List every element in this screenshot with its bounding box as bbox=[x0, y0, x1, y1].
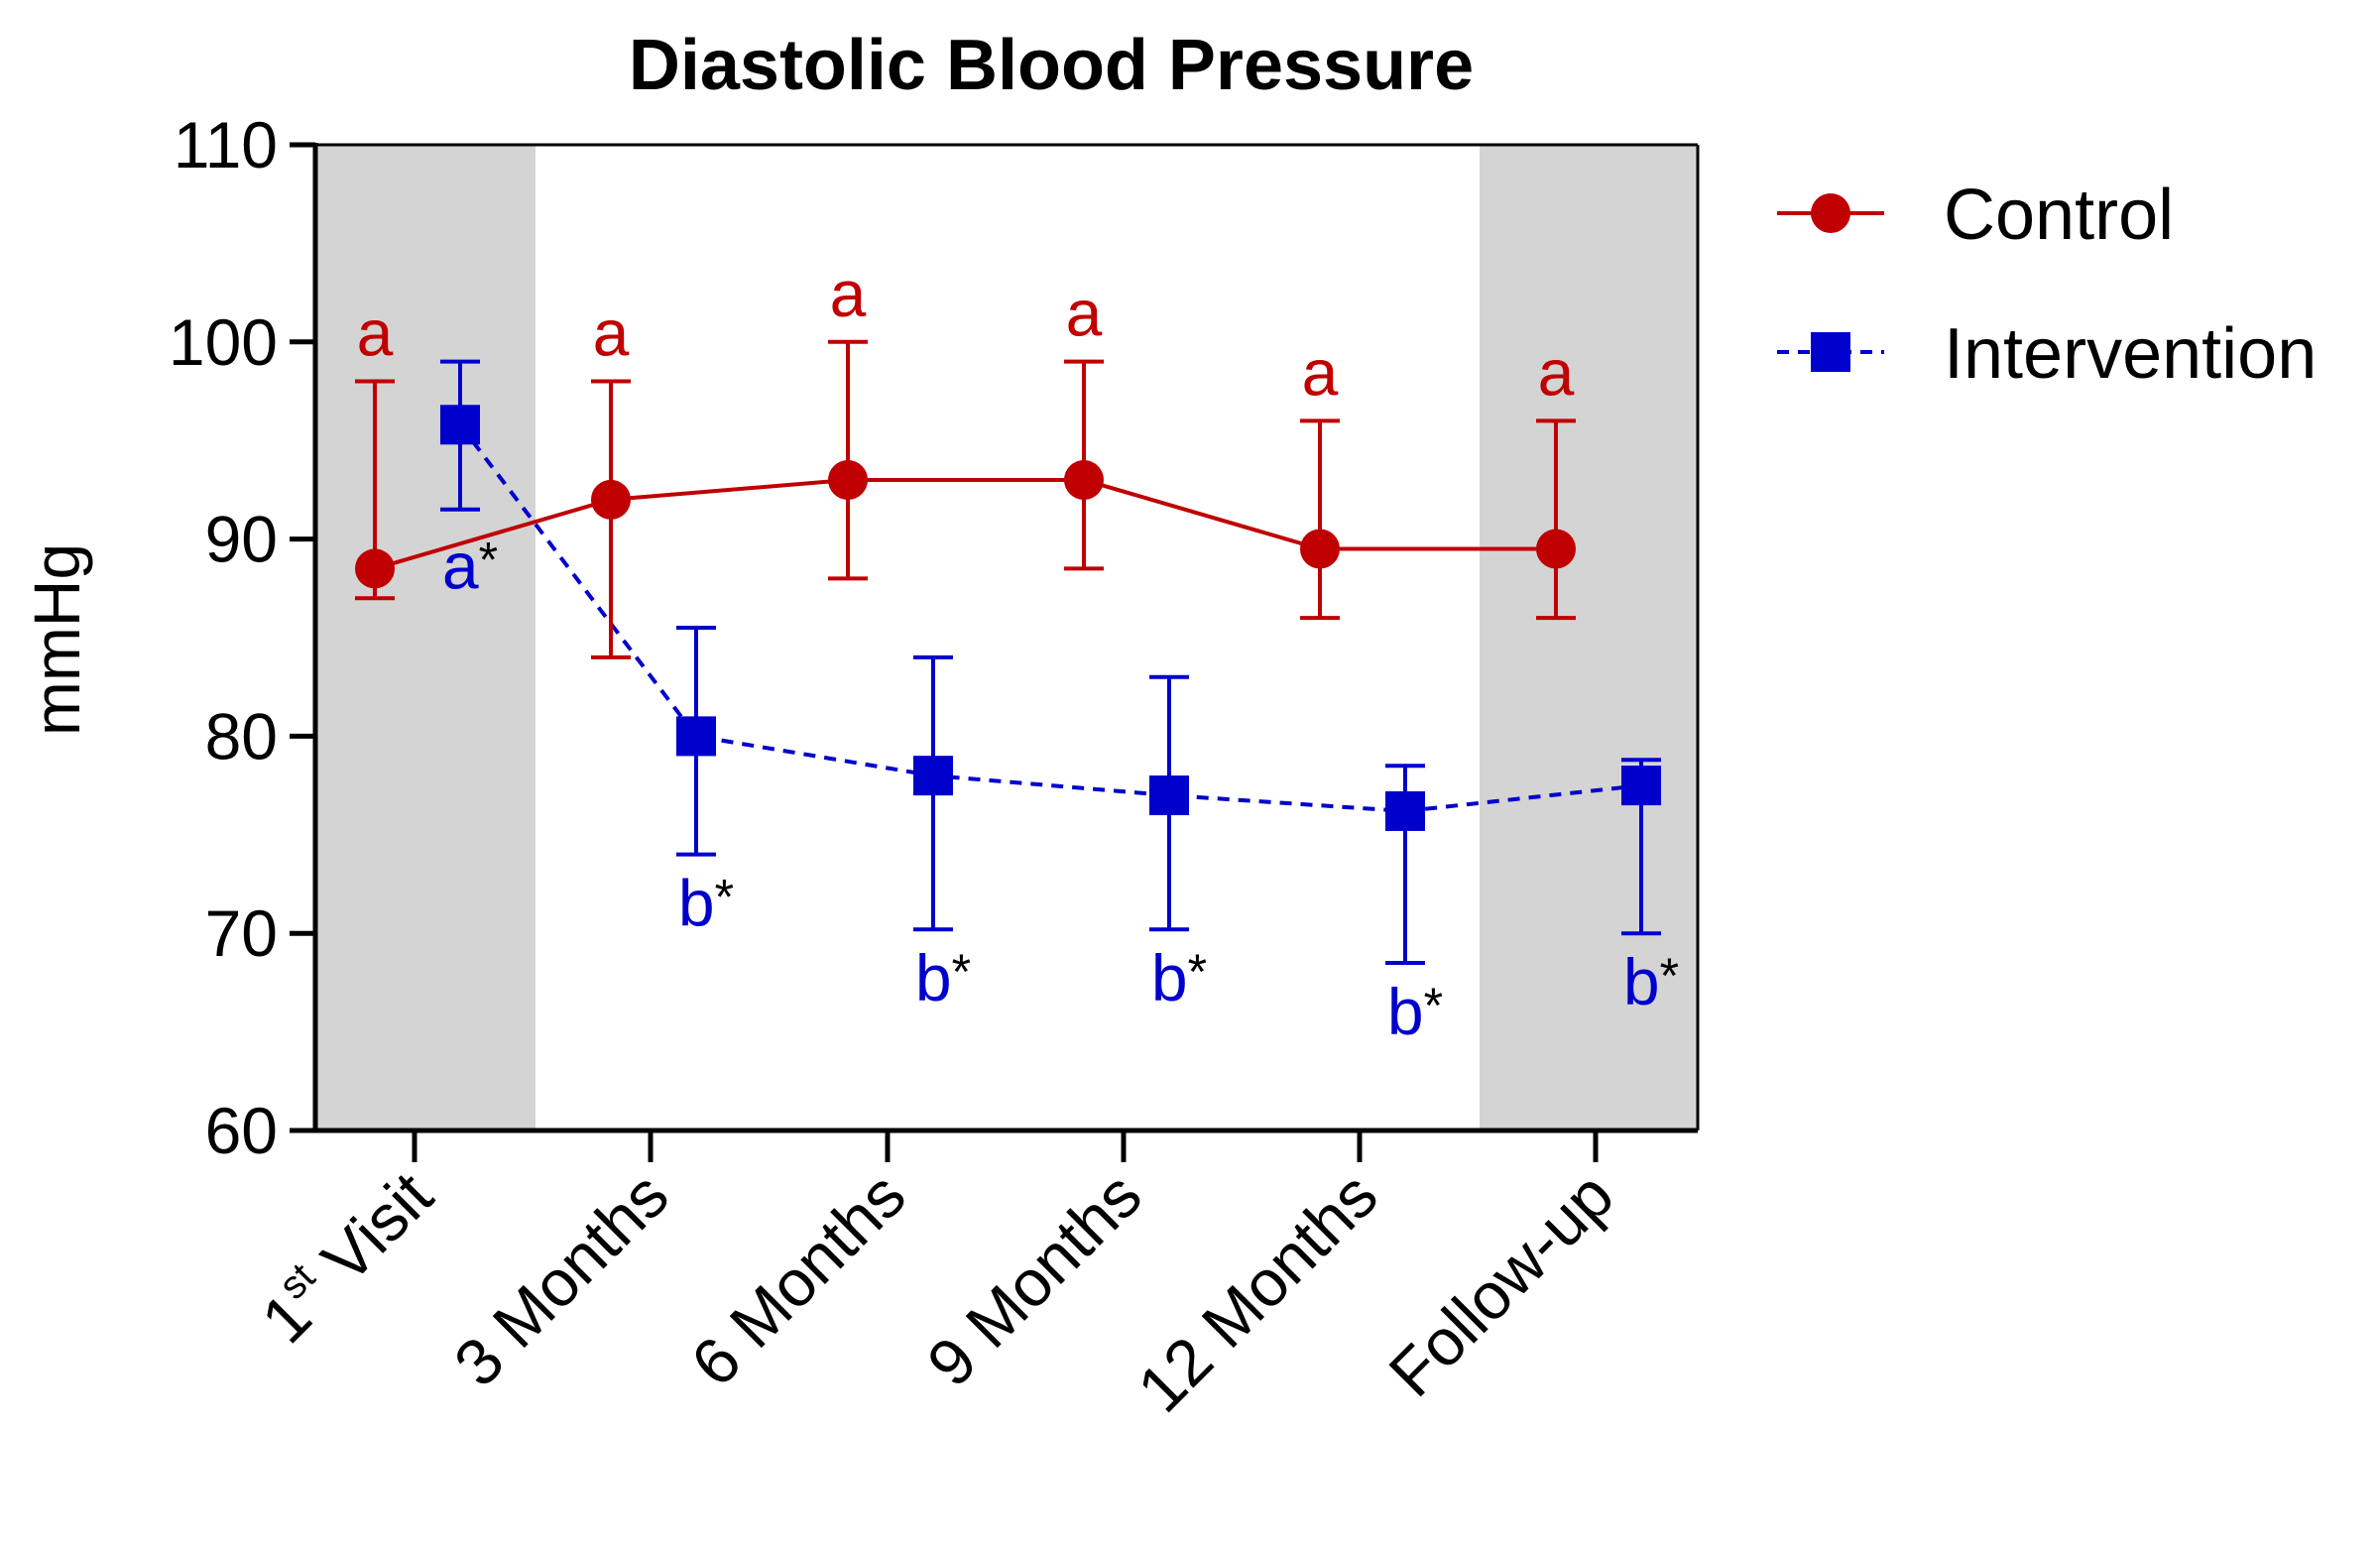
y-tick-label: 90 bbox=[205, 503, 278, 576]
annotation-letter: a bbox=[357, 297, 394, 370]
control-point bbox=[1300, 529, 1340, 569]
y-tick-label: 60 bbox=[205, 1094, 278, 1167]
intervention-annotation: b* bbox=[678, 867, 734, 940]
plot-area: a aa aa aa*b*b* b*b* b* bbox=[355, 257, 1679, 1048]
x-tick-label: 12 Months bbox=[1124, 1158, 1391, 1426]
intervention-annotation: b* bbox=[915, 941, 971, 1014]
control-annotation: a bbox=[357, 297, 394, 370]
x-tick-label: 6 Months bbox=[677, 1158, 919, 1400]
intervention-point bbox=[440, 405, 480, 445]
shaded-region-5 bbox=[1480, 145, 1698, 1130]
y-tick-label: 110 bbox=[174, 108, 278, 181]
annotation-letter: a bbox=[830, 257, 867, 330]
y-tick-label: 70 bbox=[205, 896, 278, 970]
control-annotation: a bbox=[1066, 277, 1103, 350]
intervention-annotation: b* bbox=[1623, 945, 1679, 1018]
legend-control-label: Control bbox=[1944, 176, 2174, 255]
x-tick-label: 3 Months bbox=[440, 1158, 682, 1400]
legend-intervention-label: Intervention bbox=[1944, 314, 2317, 394]
annotation-star: * bbox=[1188, 944, 1207, 1000]
legend-control-marker bbox=[1811, 193, 1850, 233]
annotation-star: * bbox=[1660, 948, 1679, 1004]
legend-intervention-marker bbox=[1811, 332, 1850, 372]
control-point bbox=[1064, 459, 1104, 500]
annotation-letter: b bbox=[1151, 941, 1188, 1014]
y-tick-label: 100 bbox=[169, 305, 278, 379]
intervention-annotation: b* bbox=[1151, 941, 1207, 1014]
intervention-annotation: a* bbox=[442, 529, 498, 602]
control-annotation: a bbox=[830, 257, 867, 330]
control-point bbox=[1536, 529, 1576, 569]
control-annotation: a bbox=[1302, 335, 1339, 409]
control-point bbox=[355, 548, 395, 589]
annotation-letter: b bbox=[678, 867, 715, 940]
control-annotation: a bbox=[1538, 335, 1575, 409]
x-tick-label-main: 6 Months bbox=[677, 1158, 919, 1400]
legend: Control Intervention bbox=[1777, 176, 2317, 394]
annotation-letter: a bbox=[1538, 335, 1575, 409]
y-tick-label: 80 bbox=[205, 699, 278, 772]
x-tick-label-main: Follow-up bbox=[1374, 1158, 1627, 1411]
annotation-star: * bbox=[715, 870, 734, 925]
control-series-line bbox=[374, 477, 1556, 571]
annotation-star: * bbox=[952, 944, 971, 1000]
annotation-star: * bbox=[479, 532, 498, 587]
x-tick-label-main: 3 Months bbox=[440, 1158, 682, 1400]
annotation-letter: b bbox=[1623, 945, 1660, 1018]
shaded-region-0 bbox=[315, 145, 536, 1130]
intervention-point bbox=[1621, 766, 1661, 806]
annotation-star: * bbox=[1424, 978, 1443, 1033]
annotation-letter: b bbox=[1387, 975, 1424, 1048]
chart-title: Diastolic Blood Pressure bbox=[629, 26, 1474, 105]
intervention-point bbox=[913, 756, 953, 796]
control-annotation: a bbox=[593, 297, 630, 370]
intervention-series-line bbox=[458, 423, 1642, 813]
annotation-letter: a bbox=[1302, 335, 1339, 409]
control-point bbox=[828, 459, 868, 500]
intervention-point bbox=[1149, 775, 1189, 816]
x-tick-label-main: 12 Months bbox=[1124, 1158, 1391, 1426]
x-tick-label: 9 Months bbox=[913, 1158, 1155, 1400]
annotation-letter: a bbox=[1066, 277, 1103, 350]
control-point bbox=[591, 479, 631, 520]
x-tick-label-main: 9 Months bbox=[913, 1158, 1155, 1400]
intervention-point bbox=[676, 716, 716, 757]
intervention-point bbox=[1385, 790, 1425, 831]
annotation-letter: a bbox=[442, 529, 479, 602]
annotation-letter: a bbox=[593, 297, 630, 370]
y-axis: 60 70 80 90 100 110 bbox=[169, 108, 1700, 1167]
x-tick-label: Follow-up bbox=[1374, 1158, 1627, 1411]
y-axis-label: mmHg bbox=[20, 543, 93, 736]
intervention-annotation: b* bbox=[1387, 975, 1443, 1048]
x-tick-label: 1st Visit bbox=[245, 1155, 446, 1357]
shaded-regions bbox=[315, 145, 1698, 1130]
annotation-letter: b bbox=[915, 941, 952, 1014]
